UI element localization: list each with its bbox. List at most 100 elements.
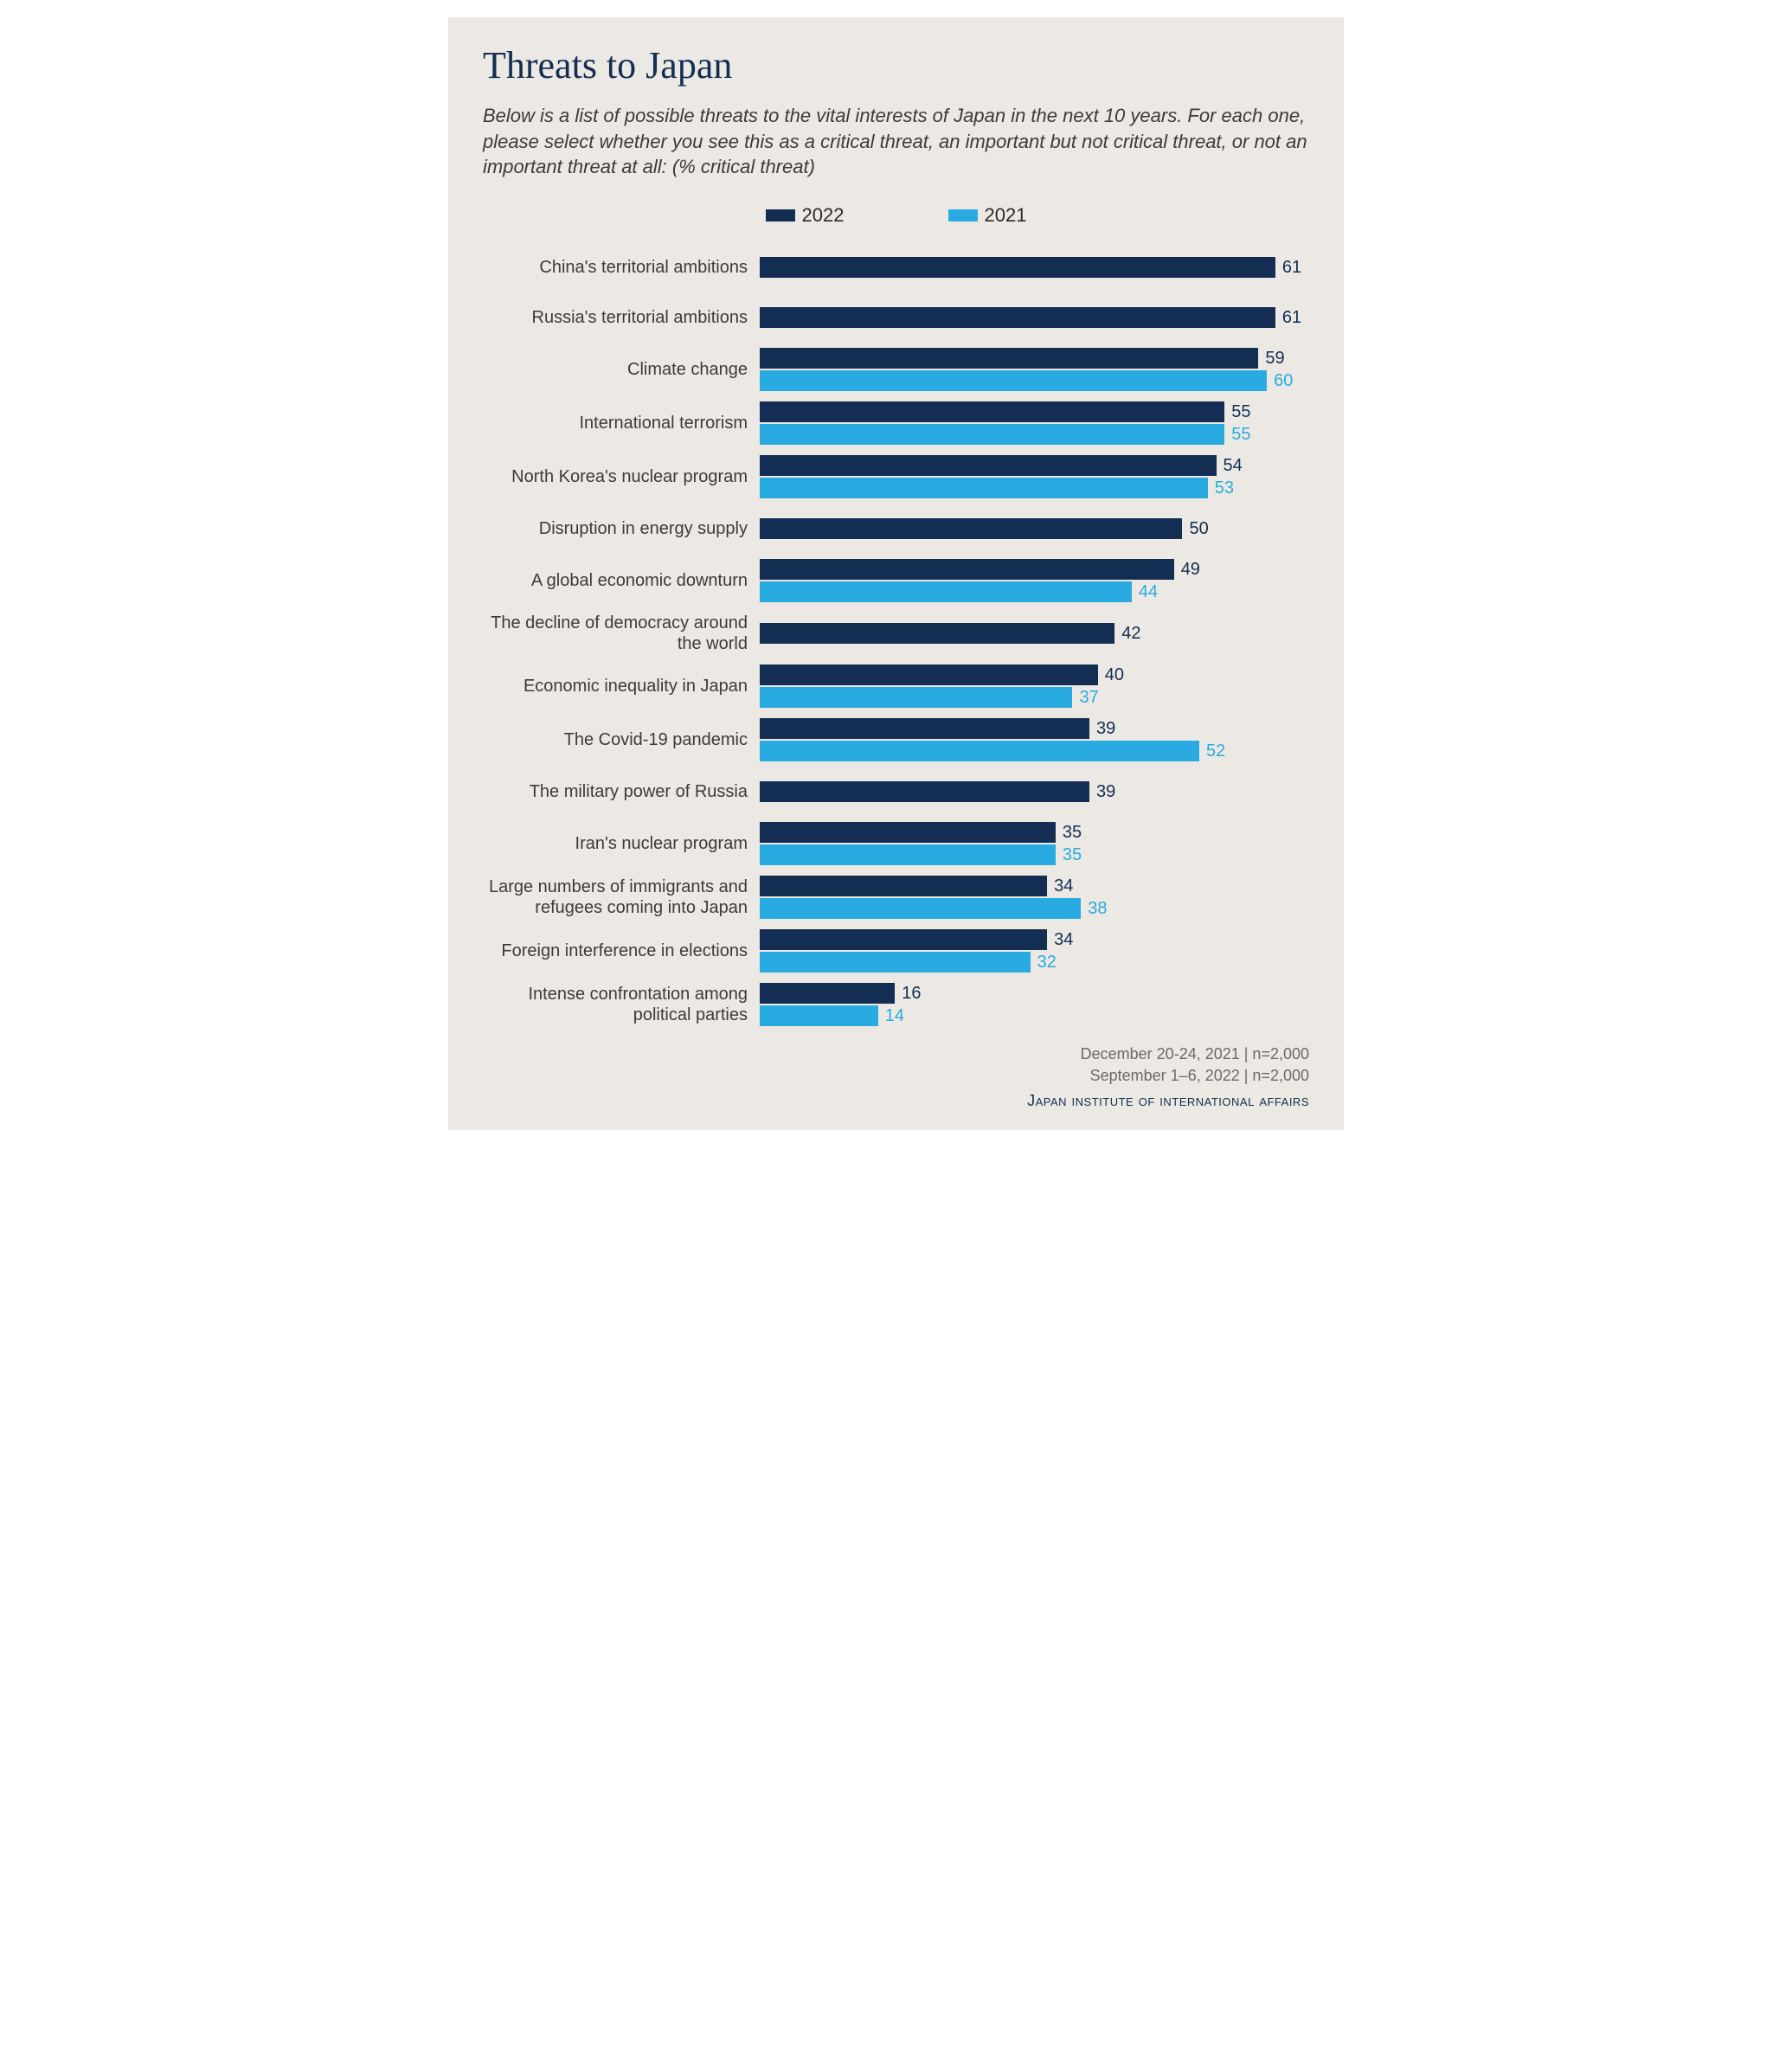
chart-rows: China's territorial ambitions61Russia's … — [483, 242, 1309, 1031]
row-label: Economic inequality in Japan — [483, 676, 760, 697]
chart-row: The Covid-19 pandemic3952 — [483, 713, 1309, 767]
bar-2022 — [760, 781, 1089, 802]
bar-2021 — [760, 478, 1208, 498]
row-label: International terrorism — [483, 413, 760, 433]
bar-value-2022: 50 — [1189, 519, 1208, 539]
bar-value-2021: 55 — [1231, 425, 1250, 445]
bars-area: 5960 — [760, 348, 1309, 391]
legend-swatch-2022 — [766, 209, 795, 221]
bar-2022 — [760, 929, 1047, 950]
chart-footer: December 20-24, 2021 | n=2,000 September… — [483, 1043, 1309, 1113]
bar-2021 — [760, 1005, 878, 1026]
bar-line-2021: 14 — [760, 1005, 1309, 1026]
bar-2021 — [760, 424, 1224, 445]
chart-title: Threats to Japan — [483, 43, 1309, 87]
chart-row: China's territorial ambitions61 — [483, 242, 1309, 292]
bar-line-2022: 16 — [760, 983, 1309, 1004]
bar-2022 — [760, 559, 1174, 580]
chart-row: Large numbers of immigrants and refugees… — [483, 870, 1309, 924]
bar-2021 — [760, 741, 1199, 761]
bar-2022 — [760, 822, 1056, 843]
bars-area: 61 — [760, 257, 1309, 278]
bar-2022 — [760, 257, 1275, 278]
bar-line-2022: 39 — [760, 718, 1309, 739]
row-label: Intense confrontation among political pa… — [483, 984, 760, 1025]
bars-area: 5555 — [760, 401, 1309, 445]
bar-line-2021: 60 — [760, 370, 1309, 391]
bar-line-2022: 61 — [760, 307, 1309, 328]
bar-value-2022: 40 — [1105, 665, 1124, 685]
chart-row: Intense confrontation among political pa… — [483, 978, 1309, 1031]
bar-value-2021: 32 — [1037, 953, 1057, 973]
chart-row: International terrorism5555 — [483, 396, 1309, 450]
bar-value-2022: 42 — [1121, 624, 1140, 644]
bar-value-2021: 37 — [1079, 688, 1098, 708]
bar-2022 — [760, 876, 1047, 896]
bar-2022 — [760, 307, 1275, 328]
bar-line-2021: 32 — [760, 952, 1309, 973]
bar-value-2022: 34 — [1054, 876, 1073, 896]
legend-label-2021: 2021 — [985, 204, 1027, 227]
bar-2021 — [760, 898, 1081, 919]
bar-2022 — [760, 983, 895, 1004]
chart-row: Economic inequality in Japan 40 37 — [483, 659, 1309, 713]
bar-value-2022: 55 — [1231, 402, 1250, 422]
bar-2022 — [760, 455, 1217, 476]
bar-value-2021: 38 — [1088, 899, 1107, 919]
bar-2022 — [760, 718, 1089, 739]
bar-value-2022: 59 — [1265, 349, 1284, 369]
bar-2022 — [760, 518, 1182, 539]
chart-row: The decline of democracy around the worl… — [483, 607, 1309, 659]
bar-line-2021: 55 — [760, 424, 1309, 445]
bars-area: 61 — [760, 307, 1309, 328]
row-label: Climate change — [483, 359, 760, 380]
bar-value-2022: 61 — [1282, 308, 1301, 328]
bar-value-2021: 53 — [1215, 478, 1234, 498]
bars-area: 5453 — [760, 455, 1309, 498]
bar-line-2021: 35 — [760, 844, 1309, 865]
bar-2021 — [760, 952, 1031, 973]
bars-area: 39 — [760, 781, 1309, 802]
row-label: The decline of democracy around the worl… — [483, 613, 760, 654]
bars-area: 49 44 — [760, 559, 1309, 602]
bars-area: 3952 — [760, 718, 1309, 761]
bar-value-2022: 39 — [1096, 719, 1115, 739]
chart-row: Iran's nuclear program3535 — [483, 817, 1309, 870]
bar-line-2022: 54 — [760, 455, 1309, 476]
bar-line-2021: 44 — [760, 581, 1309, 602]
row-label: The Covid-19 pandemic — [483, 729, 760, 750]
chart-subtitle: Below is a list of possible threats to t… — [483, 103, 1309, 180]
bar-line-2021: 52 — [760, 741, 1309, 761]
chart-row: Russia's territorial ambitions 61 — [483, 292, 1309, 343]
row-label: Large numbers of immigrants and refugees… — [483, 876, 760, 918]
row-label: Disruption in energy supply — [483, 518, 760, 539]
bar-line-2022: 35 — [760, 822, 1309, 843]
chart-legend: 2022 2021 — [483, 204, 1309, 227]
chart-row: North Korea's nuclear program5453 — [483, 450, 1309, 504]
bar-line-2022: 42 — [760, 623, 1309, 644]
chart-container: Threats to Japan Below is a list of poss… — [448, 17, 1344, 1130]
bar-2021 — [760, 687, 1072, 708]
bar-value-2022: 49 — [1181, 560, 1200, 580]
row-label: North Korea's nuclear program — [483, 466, 760, 487]
bar-value-2021: 14 — [885, 1006, 904, 1026]
bar-2022 — [760, 401, 1224, 422]
bar-line-2022: 55 — [760, 401, 1309, 422]
chart-row: A global economic downturn 49 44 — [483, 554, 1309, 607]
row-label: Russia's territorial ambitions — [483, 307, 760, 328]
chart-row: The military power of Russia39 — [483, 767, 1309, 817]
bar-value-2021: 35 — [1063, 845, 1082, 865]
bars-area: 40 37 — [760, 664, 1309, 708]
row-label: A global economic downturn — [483, 570, 760, 591]
bar-value-2021: 60 — [1274, 371, 1293, 391]
bar-2022 — [760, 623, 1114, 644]
row-label: Iran's nuclear program — [483, 833, 760, 854]
bar-2021 — [760, 581, 1132, 602]
chart-row: Foreign interference in elections3432 — [483, 924, 1309, 978]
bars-area: 50 — [760, 518, 1309, 539]
bar-line-2022: 59 — [760, 348, 1309, 369]
bar-value-2021: 44 — [1139, 582, 1158, 602]
bars-area: 1614 — [760, 983, 1309, 1026]
bar-value-2022: 54 — [1224, 456, 1243, 476]
bar-2021 — [760, 844, 1056, 865]
